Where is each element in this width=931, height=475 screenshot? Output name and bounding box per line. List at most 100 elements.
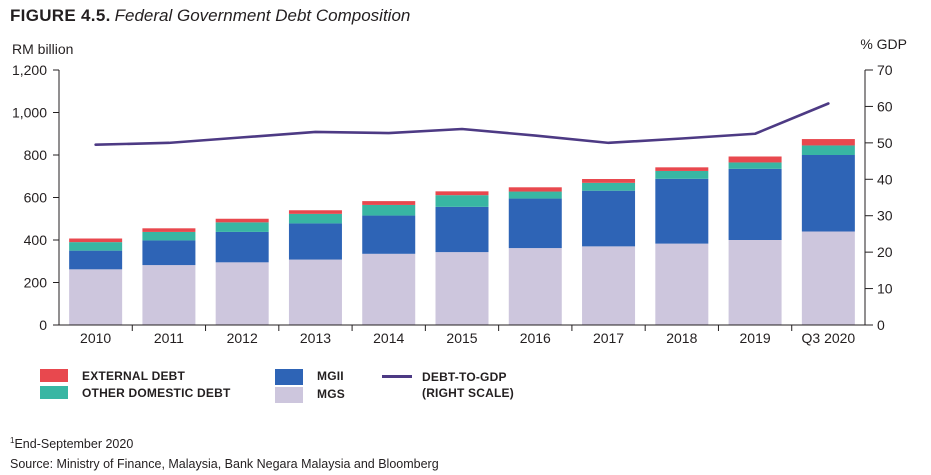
y-tick-left-label: 800 <box>24 147 48 163</box>
bar-other-domestic-debt-2018 <box>655 170 709 179</box>
bar-mgii-q3-2020 <box>801 155 855 232</box>
figure-title: FIGURE 4.5. Federal Government Debt Compo… <box>10 6 410 26</box>
y-tick-right-label: 10 <box>877 281 893 297</box>
bar-external-debt-2012 <box>215 218 269 223</box>
bar-other-domestic-debt-2015 <box>435 195 489 207</box>
bar-mgii-2017 <box>582 190 636 247</box>
y-tick-right-label: 60 <box>877 98 893 114</box>
bar-external-debt-2011 <box>142 228 196 232</box>
bar-external-debt-2015 <box>435 191 489 196</box>
bar-mgs-2013 <box>288 259 342 325</box>
bar-other-domestic-debt-2017 <box>582 182 636 191</box>
y-tick-right-label: 70 <box>877 62 893 78</box>
bar-other-domestic-debt-2012 <box>215 222 269 232</box>
figure-number: FIGURE 4.5. <box>10 6 111 25</box>
bar-other-domestic-debt-2014 <box>362 204 416 216</box>
bar-stacks <box>69 139 855 326</box>
legend-external-debt: EXTERNAL DEBT <box>40 369 185 383</box>
bar-mgii-2016 <box>508 198 562 249</box>
bar-other-domestic-debt-2010 <box>69 242 123 251</box>
legend-mgs: MGS <box>275 387 345 403</box>
legend-swatch-debt-to-gdp <box>382 375 412 378</box>
legend-mgii: MGII <box>275 369 344 385</box>
bar-mgs-2011 <box>142 265 196 325</box>
x-tick-label-2018: 2018 <box>666 330 697 346</box>
bar-mgs-2014 <box>362 253 416 325</box>
footnote-text: End-September 2020 <box>14 437 134 452</box>
y-axis-label-left: RM billion <box>12 41 74 57</box>
bar-external-debt-2018 <box>655 167 709 171</box>
bar-external-debt-2014 <box>362 201 416 205</box>
y-tick-right-label: 0 <box>877 317 885 333</box>
bar-mgii-2015 <box>435 206 489 253</box>
bar-mgs-q3-2020 <box>801 231 855 325</box>
debt-to-gdp-line <box>94 102 830 146</box>
legend-label-mgii: MGII <box>317 369 344 383</box>
y-tick-left-label: 200 <box>24 275 48 291</box>
legend-label-debt-to-gdp: DEBT-TO-GDP (RIGHT SCALE) <box>422 369 514 401</box>
bar-mgii-2018 <box>655 178 709 244</box>
legend-label-other-domestic-debt: OTHER DOMESTIC DEBT <box>82 386 231 400</box>
bar-mgs-2016 <box>508 248 562 325</box>
legend-swatch-mgs <box>275 387 303 403</box>
legend-label-external-debt: EXTERNAL DEBT <box>82 369 186 383</box>
bar-mgii-2010 <box>69 250 123 270</box>
bar-external-debt-2013 <box>288 210 342 214</box>
x-tick-label-2015: 2015 <box>446 330 477 346</box>
bar-other-domestic-debt-2011 <box>142 231 196 241</box>
bar-other-domestic-debt-2019 <box>728 162 782 169</box>
x-tick-label-q3-2020: Q3 2020 <box>802 330 856 346</box>
y-tick-left-label: 1,000 <box>12 105 47 121</box>
y-tick-right-label: 50 <box>877 135 893 151</box>
bar-external-debt-2016 <box>508 187 562 192</box>
x-tick-label-2017: 2017 <box>593 330 624 346</box>
x-tick-label-2013: 2013 <box>300 330 331 346</box>
bar-other-domestic-debt-2013 <box>288 213 342 224</box>
legend-label-debt-to-gdp-line1: DEBT-TO-GDP <box>422 370 507 384</box>
bar-mgs-2018 <box>655 243 709 325</box>
footnote: 1End-September 2020 <box>10 436 133 451</box>
y-tick-right-label: 30 <box>877 208 893 224</box>
legend-label-mgs: MGS <box>317 387 345 401</box>
legend-swatch-external-debt <box>40 369 68 382</box>
bar-mgii-2013 <box>288 223 342 260</box>
figure-name: Federal Government Debt Composition <box>114 6 411 25</box>
bar-mgs-2017 <box>582 246 636 326</box>
x-tick-label-2016: 2016 <box>520 330 551 346</box>
x-tick-label-2014: 2014 <box>373 330 404 346</box>
legend-swatch-other-domestic-debt <box>40 386 68 399</box>
bar-external-debt-2010 <box>69 238 123 243</box>
bar-mgs-2010 <box>69 269 123 325</box>
y-tick-left-label: 0 <box>39 317 47 333</box>
bar-external-debt-2017 <box>582 179 636 183</box>
y-tick-left-label: 600 <box>24 190 48 206</box>
bar-other-domestic-debt-2016 <box>508 191 562 199</box>
y-tick-left-label: 1,200 <box>12 62 47 78</box>
bar-other-domestic-debt-q3-2020 <box>801 145 855 155</box>
footnote-mark: 1 <box>10 436 15 445</box>
bar-mgs-2012 <box>215 262 269 325</box>
bar-external-debt-q3-2020 <box>801 139 855 146</box>
y-axis-label-right: % GDP <box>860 36 907 52</box>
x-tick-label-2019: 2019 <box>740 330 771 346</box>
source-note: Source: Ministry of Finance, Malaysia, B… <box>10 457 439 471</box>
axes: 0 200 400 600 800 1,000 1,200 0 10 20 30 40 50 60 70 20… <box>12 62 893 346</box>
y-tick-left-label: 400 <box>24 232 48 248</box>
legend-debt-to-gdp: DEBT-TO-GDP (RIGHT SCALE) <box>382 369 514 401</box>
bar-mgs-2019 <box>728 240 782 325</box>
legend-other-domestic-debt: OTHER DOMESTIC DEBT <box>40 386 230 400</box>
bar-mgii-2012 <box>215 231 269 263</box>
bar-external-debt-2019 <box>728 156 782 163</box>
x-tick-label-2012: 2012 <box>227 330 258 346</box>
y-tick-right-label: 40 <box>877 171 893 187</box>
y-tick-right-label: 20 <box>877 244 893 260</box>
debt-to-gdp-line-layer <box>94 102 830 146</box>
x-tick-label-2011: 2011 <box>154 330 184 346</box>
legend-label-debt-to-gdp-line2: (RIGHT SCALE) <box>422 386 514 400</box>
bar-mgii-2011 <box>142 240 196 266</box>
bar-mgii-2014 <box>362 215 416 254</box>
bar-mgs-2015 <box>435 252 489 325</box>
x-tick-label-2010: 2010 <box>80 330 111 346</box>
bar-mgii-2019 <box>728 168 782 240</box>
